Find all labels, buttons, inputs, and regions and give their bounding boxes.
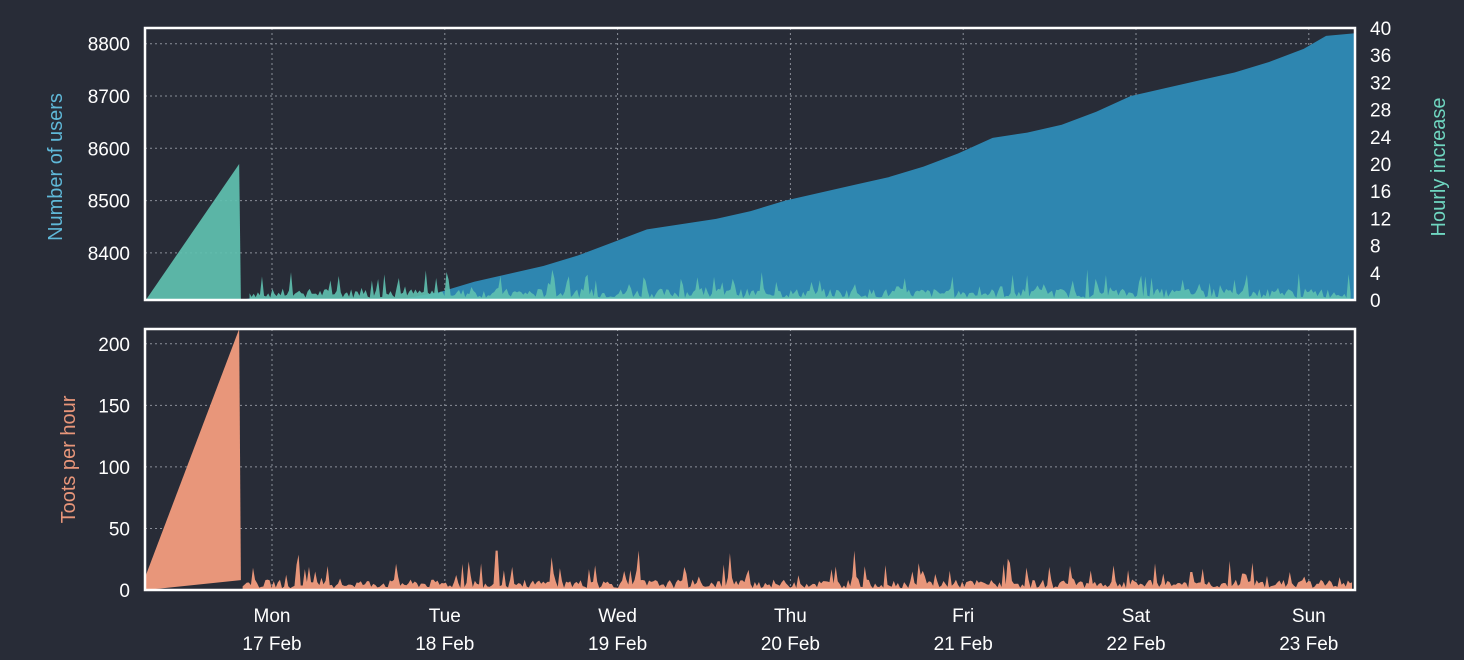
x-tick-day: Wed	[598, 606, 637, 627]
x-tick-date: 19 Feb	[588, 634, 647, 655]
x-tick-day: Sat	[1122, 606, 1151, 627]
users-axis-tick-label: 8500	[88, 192, 130, 213]
users-axis-tick-label: 8800	[88, 35, 130, 56]
hourly-axis-tick-label: 36	[1370, 46, 1391, 67]
toots-axis-tick-label: 50	[109, 519, 130, 540]
x-tick-day: Sun	[1292, 606, 1326, 627]
hourly-axis-tick-label: 4	[1370, 264, 1381, 285]
toots-area	[242, 550, 1352, 590]
top-plot-frame	[143, 26, 1357, 302]
toots-axis-tick-label: 200	[98, 335, 130, 356]
hourly-axis-tick-label: 8	[1370, 237, 1381, 258]
users-axis-tick-label: 8600	[88, 139, 130, 160]
users-axis-tick-label: 8700	[88, 87, 130, 108]
hourly-axis-tick-label: 16	[1370, 182, 1391, 203]
x-tick-date: 20 Feb	[761, 634, 820, 655]
x-tick-date: 22 Feb	[1106, 634, 1165, 655]
toots-axis-tick-label: 0	[119, 581, 130, 602]
x-tick-date: 23 Feb	[1279, 634, 1338, 655]
x-tick-day: Fri	[952, 606, 974, 627]
x-tick-date: 17 Feb	[242, 634, 301, 655]
hourly-increase-area	[249, 269, 1351, 300]
x-tick-day: Tue	[429, 606, 461, 627]
hourly-increase-ramp	[145, 164, 241, 300]
x-tick-date: 21 Feb	[934, 634, 993, 655]
hourly-axis-tick-label: 0	[1370, 291, 1381, 312]
x-tick-day: Thu	[774, 606, 807, 627]
hourly-axis-tick-label: 28	[1370, 101, 1391, 122]
users-axis-tick-label: 8400	[88, 244, 130, 265]
hourly-axis-tick-label: 32	[1370, 73, 1391, 94]
x-tick-date: 18 Feb	[415, 634, 474, 655]
hourly-axis-tick-label: 12	[1370, 209, 1391, 230]
hourly-axis-title: Hourly increase	[1428, 98, 1450, 237]
bottom-plot-frame	[143, 327, 1357, 592]
hourly-axis-tick-label: 40	[1370, 19, 1391, 40]
toots-axis-tick-label: 100	[98, 458, 130, 479]
users-axis-title: Number of users	[45, 93, 67, 241]
hourly-axis-tick-label: 24	[1370, 128, 1392, 149]
toots-axis-title: Toots per hour	[58, 395, 80, 523]
x-tick-day: Mon	[254, 606, 291, 627]
users-area	[145, 33, 1356, 300]
hourly-axis-tick-label: 20	[1370, 155, 1391, 176]
toots-axis-tick-label: 150	[98, 396, 130, 417]
toots-ramp	[145, 329, 241, 590]
